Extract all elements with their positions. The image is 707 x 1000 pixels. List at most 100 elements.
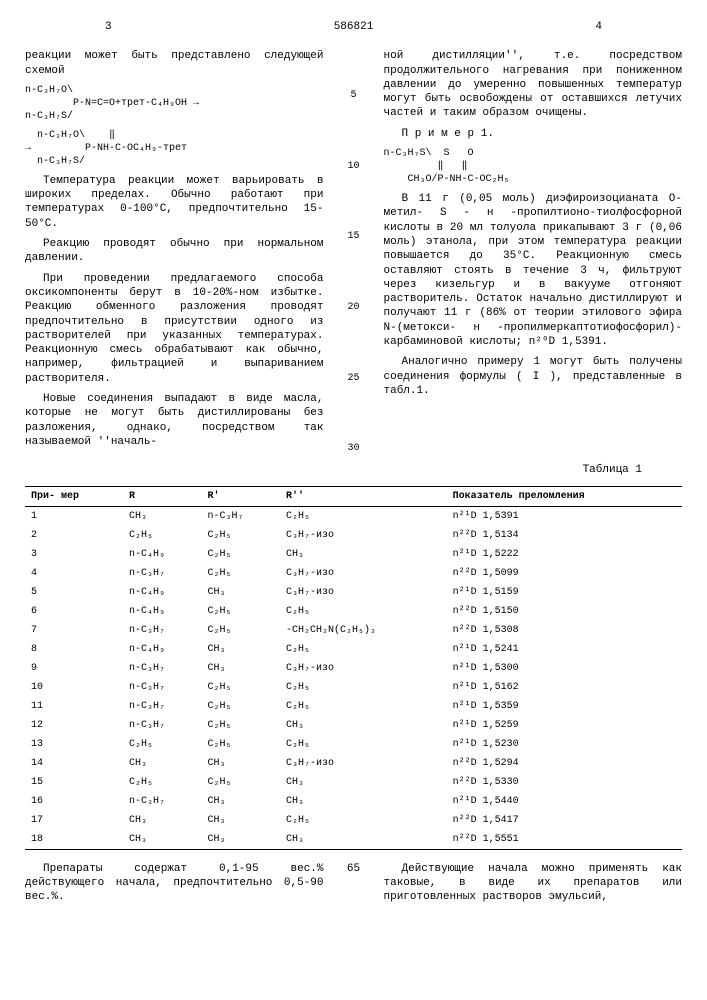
table-cell: CH₃ — [202, 640, 280, 659]
th-primer: При- мер — [25, 486, 123, 506]
th-index: Показатель преломления — [447, 486, 682, 506]
table-row: 3n-C₄H₉C₂H₅CH₃n²¹D 1,5222 — [25, 545, 682, 564]
table-title: Таблица 1 — [25, 463, 682, 477]
line-num: 5 — [344, 89, 364, 102]
table-cell: CH₃ — [202, 811, 280, 830]
right-column: ной дистилляции'', т.е. посредством прод… — [384, 49, 683, 455]
table-cell: n²²D 1,5551 — [447, 830, 682, 850]
table-cell: n²²D 1,5417 — [447, 811, 682, 830]
para-r1: ной дистилляции'', т.е. посредством прод… — [384, 49, 683, 120]
table-cell: C₃H₇-изо — [280, 583, 447, 602]
table-cell: n-C₄H₉ — [123, 640, 201, 659]
table-cell: CH₃ — [280, 545, 447, 564]
formula-r1: n-C₃H₇S\ S O ‖ ‖ CH₃O/P-NH-C-OC₂H₅ — [384, 147, 683, 186]
footer-left: Препараты содержат 0,1-95 вес.% действую… — [25, 862, 324, 905]
table-cell: C₂H₅ — [202, 545, 280, 564]
table-cell: 16 — [25, 792, 123, 811]
line-num: 30 — [344, 442, 364, 455]
table-cell: C₃H₇-изо — [280, 659, 447, 678]
table-cell: n²²D 1,5099 — [447, 564, 682, 583]
para-r3: Аналогично примеру 1 могут быть получены… — [384, 355, 683, 398]
th-r: R — [123, 486, 201, 506]
table-cell: 7 — [25, 621, 123, 640]
table-body: 1CH₃n-C₃H₇C₂H₅n²¹D 1,53912C₂H₅C₂H₅C₃H₇-и… — [25, 506, 682, 849]
para-r2: В 11 г (0,05 моль) диэфироизоцианата O-м… — [384, 192, 683, 349]
table-cell: n²¹D 1,5440 — [447, 792, 682, 811]
table-cell: n²¹D 1,5300 — [447, 659, 682, 678]
page-num-right: 4 — [595, 20, 602, 34]
table-cell: C₂H₅ — [202, 602, 280, 621]
table-cell: n-C₃H₇ — [123, 678, 201, 697]
table-cell: n²¹D 1,5259 — [447, 716, 682, 735]
line-num: 15 — [344, 230, 364, 243]
para-4: При проведении предлагаемого способа окс… — [25, 272, 324, 386]
table-cell: n-C₃H₇ — [123, 564, 201, 583]
table-cell: n²²D 1,5294 — [447, 754, 682, 773]
table-cell: 4 — [25, 564, 123, 583]
table-cell: 10 — [25, 678, 123, 697]
data-table: При- мер R R' R'' Показатель преломления… — [25, 486, 682, 850]
para-5: Новые соединения выпадают в виде масла, … — [25, 392, 324, 449]
table-cell: n²¹D 1,5391 — [447, 506, 682, 526]
table-cell: n-C₃H₇ — [123, 621, 201, 640]
table-cell: CH₃ — [280, 830, 447, 850]
page-num-left: 3 — [105, 20, 112, 34]
table-row: 6n-C₄H₉C₂H₅C₂H₅n²²D 1,5150 — [25, 602, 682, 621]
table-cell: n-C₄H₉ — [123, 583, 201, 602]
table-row: 15C₂H₅C₂H₅CH₃n²²D 1,5330 — [25, 773, 682, 792]
table-cell: C₂H₅ — [280, 697, 447, 716]
table-cell: CH₃ — [123, 830, 201, 850]
formula-2: n-C₃H₇O\ ‖ → P-NH-C-OC₄H₉-трет n-C₃H₇S/ — [25, 129, 324, 168]
table-cell: 2 — [25, 526, 123, 545]
table-cell: C₂H₅ — [280, 678, 447, 697]
table-cell: CH₃ — [123, 811, 201, 830]
table-row: 13C₂H₅C₂H₅C₂H₅n²¹D 1,5230 — [25, 735, 682, 754]
table-cell: C₂H₅ — [280, 640, 447, 659]
table-cell: C₂H₅ — [280, 735, 447, 754]
table-cell: 14 — [25, 754, 123, 773]
table-cell: n²²D 1,5150 — [447, 602, 682, 621]
table-cell: n-C₄H₉ — [123, 545, 201, 564]
table-cell: 8 — [25, 640, 123, 659]
table-cell: C₂H₅ — [202, 735, 280, 754]
table-cell: n-C₄H₉ — [123, 602, 201, 621]
table-cell: CH₃ — [202, 792, 280, 811]
table-cell: C₃H₇-изо — [280, 754, 447, 773]
line-numbers: 5 10 15 20 25 30 — [344, 49, 364, 455]
table-cell: CH₃ — [202, 659, 280, 678]
table-cell: CH₃ — [123, 754, 201, 773]
table-row: 10n-C₃H₇C₂H₅C₂H₅n²¹D 1,5162 — [25, 678, 682, 697]
table-row: 2C₂H₅C₂H₅C₃H₇-изоn²²D 1,5134 — [25, 526, 682, 545]
table-cell: CH₃ — [202, 754, 280, 773]
footer-line-num: 65 — [344, 862, 364, 911]
table-cell: n²¹D 1,5222 — [447, 545, 682, 564]
table-cell: C₂H₅ — [280, 602, 447, 621]
table-cell: C₂H₅ — [202, 621, 280, 640]
table-cell: C₂H₅ — [280, 811, 447, 830]
para-2: Температура реакции может варьировать в … — [25, 174, 324, 231]
table-cell: 3 — [25, 545, 123, 564]
table-row: 8n-C₄H₉CH₃C₂H₅n²¹D 1,5241 — [25, 640, 682, 659]
table-cell: n-C₃H₇ — [202, 506, 280, 526]
table-row: 7n-C₃H₇C₂H₅-CH₂CH₂N(C₂H₅)₂n²²D 1,5308 — [25, 621, 682, 640]
formula-1: n-C₃H₇O\ P-N=C=O+трет-C₄H₉OH → n-C₃H₇S/ — [25, 84, 324, 123]
table-cell: -CH₂CH₂N(C₂H₅)₂ — [280, 621, 447, 640]
table-cell: 18 — [25, 830, 123, 850]
table-cell: C₂H₅ — [123, 735, 201, 754]
table-row: 18CH₃CH₃CH₃n²²D 1,5551 — [25, 830, 682, 850]
table-cell: 5 — [25, 583, 123, 602]
table-cell: n-C₃H₇ — [123, 659, 201, 678]
footer-right: Действующие начала можно применять как т… — [384, 862, 683, 905]
line-num: 20 — [344, 301, 364, 314]
table-row: 5n-C₄H₉CH₃C₃H₇-изоn²¹D 1,5159 — [25, 583, 682, 602]
page-header: 3 586821 4 — [25, 20, 682, 34]
left-column: реакции может быть представлено следующе… — [25, 49, 324, 455]
table-row: 9n-C₃H₇CH₃C₃H₇-изоn²¹D 1,5300 — [25, 659, 682, 678]
table-cell: CH₃ — [280, 792, 447, 811]
table-row: 4n-C₃H₇C₂H₅C₃H₇-изоn²²D 1,5099 — [25, 564, 682, 583]
table-cell: CH₃ — [202, 830, 280, 850]
table-cell: 6 — [25, 602, 123, 621]
table-cell: C₃H₇-изо — [280, 526, 447, 545]
table-cell: n-C₃H₇ — [123, 697, 201, 716]
table-cell: C₂H₅ — [202, 678, 280, 697]
